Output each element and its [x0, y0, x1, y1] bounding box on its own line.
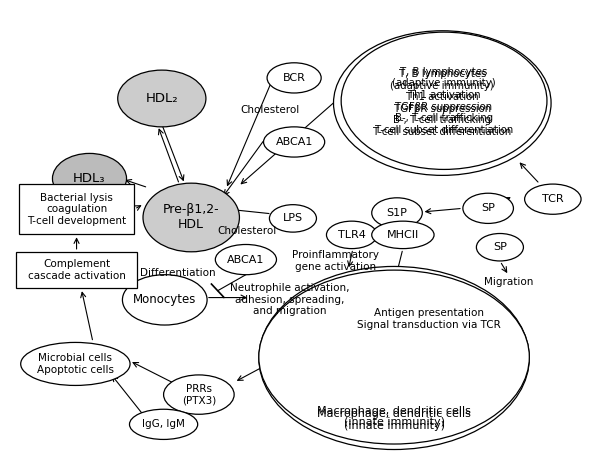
- Text: Microbial cells
Apoptotic cells: Microbial cells Apoptotic cells: [37, 353, 114, 375]
- Ellipse shape: [341, 32, 547, 170]
- Ellipse shape: [463, 193, 514, 223]
- Text: T, B lymphocytes
(adaptive immunity)
Th1 activation
TGFβR suppression
B-, T-cell: T, B lymphocytes (adaptive immunity) Th1…: [375, 67, 513, 135]
- Text: SP: SP: [493, 242, 507, 252]
- Text: Neutrophile activation,
adhesion, spreading,
and migration: Neutrophile activation, adhesion, spread…: [230, 283, 350, 317]
- Text: T, B lymphocytes
(adaptive immunity)
Th1 activation
TGFβR suppression
B-, T-cell: T, B lymphocytes (adaptive immunity) Th1…: [373, 69, 511, 137]
- Ellipse shape: [21, 342, 130, 385]
- Text: SP: SP: [481, 203, 495, 213]
- Ellipse shape: [52, 153, 127, 204]
- Text: Complement
cascade activation: Complement cascade activation: [28, 259, 125, 281]
- Text: Cholesterol: Cholesterol: [240, 105, 299, 115]
- Text: ABCA1: ABCA1: [275, 137, 313, 147]
- Ellipse shape: [143, 183, 239, 252]
- Text: TCR: TCR: [542, 194, 563, 204]
- Ellipse shape: [334, 31, 551, 176]
- Ellipse shape: [263, 127, 325, 157]
- Ellipse shape: [267, 63, 321, 93]
- Text: Bacterial lysis
coagulation
T-cell development: Bacterial lysis coagulation T-cell devel…: [27, 193, 126, 226]
- Ellipse shape: [269, 205, 316, 232]
- Ellipse shape: [372, 198, 422, 228]
- Text: PRRs
(PTX3): PRRs (PTX3): [182, 384, 216, 405]
- Bar: [16, 252, 137, 289]
- Ellipse shape: [326, 221, 377, 248]
- Text: Macrophage, dendritic cells
(innate immunity): Macrophage, dendritic cells (innate immu…: [317, 409, 471, 431]
- Ellipse shape: [259, 270, 529, 444]
- Text: Antigen presentation
Signal transduction via TCR: Antigen presentation Signal transduction…: [358, 308, 501, 330]
- Text: S1P: S1P: [386, 208, 407, 218]
- Text: MHCII: MHCII: [387, 230, 419, 240]
- Text: Cholesterol: Cholesterol: [218, 226, 277, 236]
- Text: HDL₂: HDL₂: [146, 92, 178, 105]
- Text: ABCA1: ABCA1: [227, 255, 265, 265]
- Text: TLR4: TLR4: [338, 230, 365, 240]
- Ellipse shape: [372, 221, 434, 248]
- Text: BCR: BCR: [283, 73, 305, 83]
- Ellipse shape: [476, 234, 523, 261]
- Ellipse shape: [118, 70, 206, 127]
- Ellipse shape: [215, 245, 277, 275]
- Text: Migration: Migration: [484, 276, 533, 287]
- Text: Monocytes: Monocytes: [133, 293, 196, 306]
- Text: IgG, IgM: IgG, IgM: [142, 419, 185, 429]
- Text: LPS: LPS: [283, 213, 303, 223]
- Text: Differentiation: Differentiation: [140, 269, 215, 278]
- Ellipse shape: [122, 275, 207, 325]
- Text: Pre-β1,2-
HDL: Pre-β1,2- HDL: [163, 204, 220, 232]
- Ellipse shape: [164, 375, 234, 414]
- Text: Proinflammatory
gene activation: Proinflammatory gene activation: [292, 250, 379, 272]
- Ellipse shape: [130, 409, 197, 439]
- Ellipse shape: [259, 267, 529, 450]
- Bar: [19, 184, 134, 234]
- Text: Macrophage, dendritic cells
(innate immunity): Macrophage, dendritic cells (innate immu…: [317, 406, 471, 427]
- Ellipse shape: [524, 184, 581, 214]
- Text: HDL₃: HDL₃: [73, 172, 106, 185]
